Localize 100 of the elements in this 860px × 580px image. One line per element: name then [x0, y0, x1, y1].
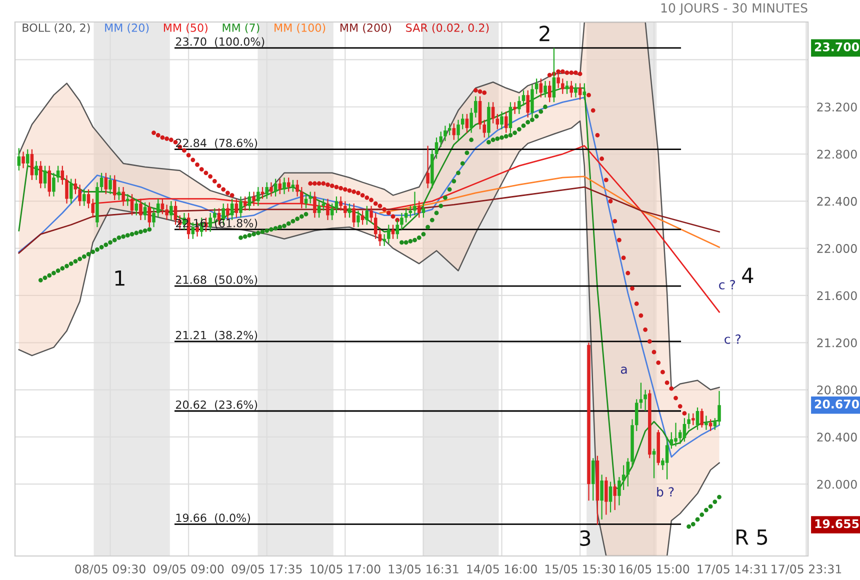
- candlestick: [69, 178, 73, 204]
- candlestick: [460, 113, 464, 130]
- candlestick: [117, 186, 121, 201]
- candlestick: [382, 234, 386, 247]
- y-tick-label: 20.800: [817, 386, 857, 394]
- candlestick: [270, 182, 273, 198]
- candlestick: [692, 412, 695, 426]
- candlestick: [374, 212, 378, 240]
- candlestick: [48, 165, 51, 198]
- text: MM (100): [274, 23, 326, 34]
- candlestick: [243, 196, 247, 212]
- candlestick: [665, 436, 669, 480]
- candlestick: [600, 474, 604, 520]
- annotation: 1: [115, 270, 124, 286]
- candlestick: [65, 174, 68, 204]
- candlestick: [482, 119, 486, 138]
- candlestick: [548, 80, 552, 103]
- candlestick: [626, 458, 630, 488]
- candlestick: [700, 408, 704, 428]
- y-tick-label: 23.200: [817, 102, 857, 112]
- candlestick: [470, 108, 473, 134]
- candlestick: [344, 200, 347, 218]
- candlestick: [170, 200, 173, 221]
- y-tick-label: 19.655: [815, 519, 859, 528]
- y-tick-label: 20.000: [817, 480, 857, 489]
- ref-line-label: 23.70 (100.0%): [176, 37, 264, 48]
- candlestick: [682, 418, 686, 442]
- candlestick: [570, 80, 573, 98]
- candlestick: [634, 398, 638, 432]
- candlestick: [491, 102, 495, 124]
- candlestick: [408, 205, 412, 218]
- annotation: c ?: [719, 280, 735, 290]
- ref-line-label: 22.84 (78.6%): [176, 138, 258, 148]
- candlestick: [370, 205, 373, 223]
- line-series: [379, 176, 720, 248]
- candlestick: [43, 165, 47, 189]
- candlestick: [448, 122, 452, 136]
- candlestick: [439, 131, 442, 148]
- candlestick: [513, 102, 516, 114]
- annotation: b ?: [657, 486, 674, 497]
- line-series: [18, 22, 720, 390]
- annotation: 4: [742, 268, 754, 283]
- candlestick: [496, 113, 500, 130]
- candlestick: [252, 191, 256, 206]
- candlestick: [112, 174, 116, 201]
- y-tick-label: 23.700: [814, 42, 859, 52]
- x-tick-label: 17/05 23:31: [772, 564, 842, 574]
- candlestick: [330, 202, 334, 221]
- candlestick: [613, 484, 616, 511]
- candlestick: [713, 418, 717, 430]
- candlestick: [22, 151, 25, 169]
- candlestick: [326, 198, 330, 221]
- candlestick: [122, 186, 125, 206]
- candlestick: [561, 78, 564, 94]
- candlestick: [434, 136, 438, 160]
- candlestick: [130, 194, 134, 216]
- candlestick: [156, 198, 160, 218]
- candlestick: [574, 82, 578, 98]
- candlestick: [165, 204, 168, 221]
- candlestick: [82, 188, 86, 206]
- candlestick: [708, 418, 712, 432]
- candlestick: [126, 194, 130, 206]
- annotation: c ?: [724, 334, 741, 344]
- candlestick: [400, 212, 404, 230]
- candlestick: [339, 196, 342, 212]
- candlestick: [152, 208, 156, 228]
- candlestick: [296, 179, 299, 198]
- candlestick: [396, 219, 399, 240]
- candlestick: [518, 96, 521, 114]
- candlestick: [143, 202, 147, 221]
- text: MM (50): [164, 23, 208, 34]
- annotation: R 5: [736, 529, 768, 545]
- candlestick: [622, 464, 626, 491]
- candlestick: [387, 224, 390, 244]
- ref-line-label: 22.16 (61.8%): [176, 218, 258, 229]
- text: MM (7): [222, 23, 260, 34]
- candlestick: [696, 406, 700, 430]
- ref-line-label: 21.68 (50.0%): [176, 275, 258, 286]
- candlestick: [365, 205, 369, 226]
- candlestick: [208, 212, 212, 232]
- candlestick: [526, 90, 530, 118]
- candlestick: [426, 145, 430, 189]
- candlestick: [378, 228, 382, 247]
- candlestick: [352, 202, 356, 228]
- candlestick: [17, 148, 21, 172]
- candlestick: [565, 80, 569, 94]
- annotation: a: [620, 366, 627, 374]
- candlestick: [356, 210, 360, 228]
- candlestick: [444, 125, 447, 142]
- y-tick-label: 21.600: [817, 291, 857, 300]
- candlestick: [687, 412, 690, 430]
- candlestick: [248, 191, 252, 212]
- text: BOLL (20, 2): [22, 23, 90, 34]
- candlestick: [100, 172, 104, 192]
- ref-line-label: 20.62 (23.6%): [176, 400, 258, 410]
- candlestick: [278, 178, 282, 195]
- candlestick: [608, 481, 612, 513]
- candlestick: [260, 186, 264, 200]
- ref-line-label: 21.21 (38.2%): [176, 330, 258, 341]
- candlestick: [644, 389, 647, 412]
